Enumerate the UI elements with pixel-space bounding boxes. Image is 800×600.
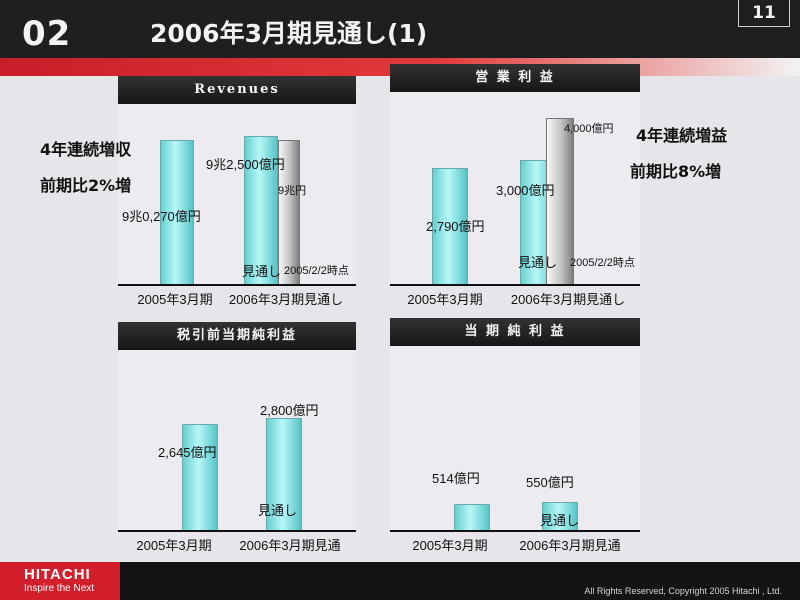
revenues-bar-2006-forecast bbox=[244, 136, 278, 286]
section-number: 02 bbox=[22, 14, 72, 54]
revenues-old-forecast-note: 2005/2/2時点 bbox=[284, 265, 349, 277]
revenues-title: Revenues bbox=[118, 76, 356, 104]
revenues-xlabel-2006: 2006年3月期見通し bbox=[228, 292, 344, 307]
operating-income-panel: 営 業 利 益 2,790億円 3,000億円 4,000億円 見通し 2005… bbox=[390, 64, 640, 316]
logo-tagline: Inspire the Next bbox=[24, 583, 95, 594]
revenues-label-2006: 9兆2,500億円 bbox=[206, 157, 285, 172]
footer-bar bbox=[0, 562, 800, 600]
pretax-bar-2005 bbox=[182, 424, 218, 532]
pretax-income-panel: 税引前当期純利益 2,645億円 2,800億円 見通し 2005年3月期 20… bbox=[118, 322, 356, 562]
operating-label-2005: 2,790億円 bbox=[426, 219, 485, 234]
pretax-xlabel-2006: 2006年3月期見通 bbox=[239, 538, 341, 553]
hitachi-logo: HITACHI Inspire the Next bbox=[0, 562, 120, 600]
operating-plot-area bbox=[390, 92, 640, 286]
pretax-income-title: 税引前当期純利益 bbox=[118, 322, 356, 350]
net-forecast-note: 見通し bbox=[540, 513, 580, 528]
pretax-label-2006: 2,800億円 bbox=[260, 403, 319, 418]
operating-income-title: 営 業 利 益 bbox=[390, 64, 640, 92]
operating-xlabel-2006: 2006年3月期見通し bbox=[510, 292, 626, 307]
operating-callout-1: 4年連続増益 bbox=[636, 126, 728, 145]
net-baseline bbox=[390, 530, 640, 532]
net-income-panel: 当 期 純 利 益 514億円 550億円 見通し 2005年3月期 2006年… bbox=[390, 318, 640, 562]
copyright-text: All Rights Reserved, Copyright 2005 Hita… bbox=[584, 586, 782, 596]
revenues-forecast-note: 見通し bbox=[242, 264, 282, 279]
pretax-bar-2006-forecast bbox=[266, 418, 302, 532]
operating-callout-2: 前期比8%増 bbox=[630, 162, 722, 181]
pretax-baseline bbox=[118, 530, 356, 532]
net-bar-2005 bbox=[454, 503, 490, 532]
revenues-callout-2: 前期比2%増 bbox=[40, 176, 132, 195]
revenues-panel: Revenues 9兆0,270億円 9兆2,500億円 9兆円 見通し 200… bbox=[118, 76, 356, 316]
net-xlabel-2006: 2006年3月期見通 bbox=[519, 538, 621, 553]
revenues-callout-1: 4年連続増収 bbox=[40, 140, 132, 159]
revenues-label-old: 9兆円 bbox=[278, 185, 307, 197]
revenues-plot-area bbox=[118, 104, 356, 286]
operating-old-forecast-note: 2005/2/2時点 bbox=[570, 257, 635, 269]
revenues-label-2005: 9兆0,270億円 bbox=[122, 209, 201, 224]
revenues-xlabel-2005: 2005年3月期 bbox=[137, 292, 213, 307]
operating-label-old: 4,000億円 bbox=[564, 123, 614, 135]
page-number: 11 bbox=[738, 0, 790, 27]
page-title: 2006年3月期見通し(1) bbox=[150, 19, 428, 48]
operating-forecast-note: 見通し bbox=[518, 255, 558, 270]
operating-baseline bbox=[390, 284, 640, 286]
net-label-2005: 514億円 bbox=[432, 471, 480, 486]
net-xlabel-2005: 2005年3月期 bbox=[412, 538, 488, 553]
pretax-label-2005: 2,645億円 bbox=[158, 445, 217, 460]
operating-bar-2006-old-forecast bbox=[546, 118, 574, 286]
net-income-title: 当 期 純 利 益 bbox=[390, 318, 640, 346]
pretax-xlabel-2005: 2005年3月期 bbox=[136, 538, 212, 553]
net-label-2006: 550億円 bbox=[526, 475, 574, 490]
revenues-baseline bbox=[118, 284, 356, 286]
pretax-plot-area bbox=[118, 350, 356, 532]
pretax-forecast-note: 見通し bbox=[258, 503, 298, 518]
title-bar bbox=[0, 0, 800, 68]
operating-xlabel-2005: 2005年3月期 bbox=[407, 292, 483, 307]
operating-label-2006: 3,000億円 bbox=[496, 183, 555, 198]
revenues-bar-2005 bbox=[160, 139, 194, 286]
logo-wordmark: HITACHI bbox=[24, 566, 91, 583]
net-plot-area bbox=[390, 346, 640, 532]
operating-bar-2005 bbox=[432, 168, 468, 286]
